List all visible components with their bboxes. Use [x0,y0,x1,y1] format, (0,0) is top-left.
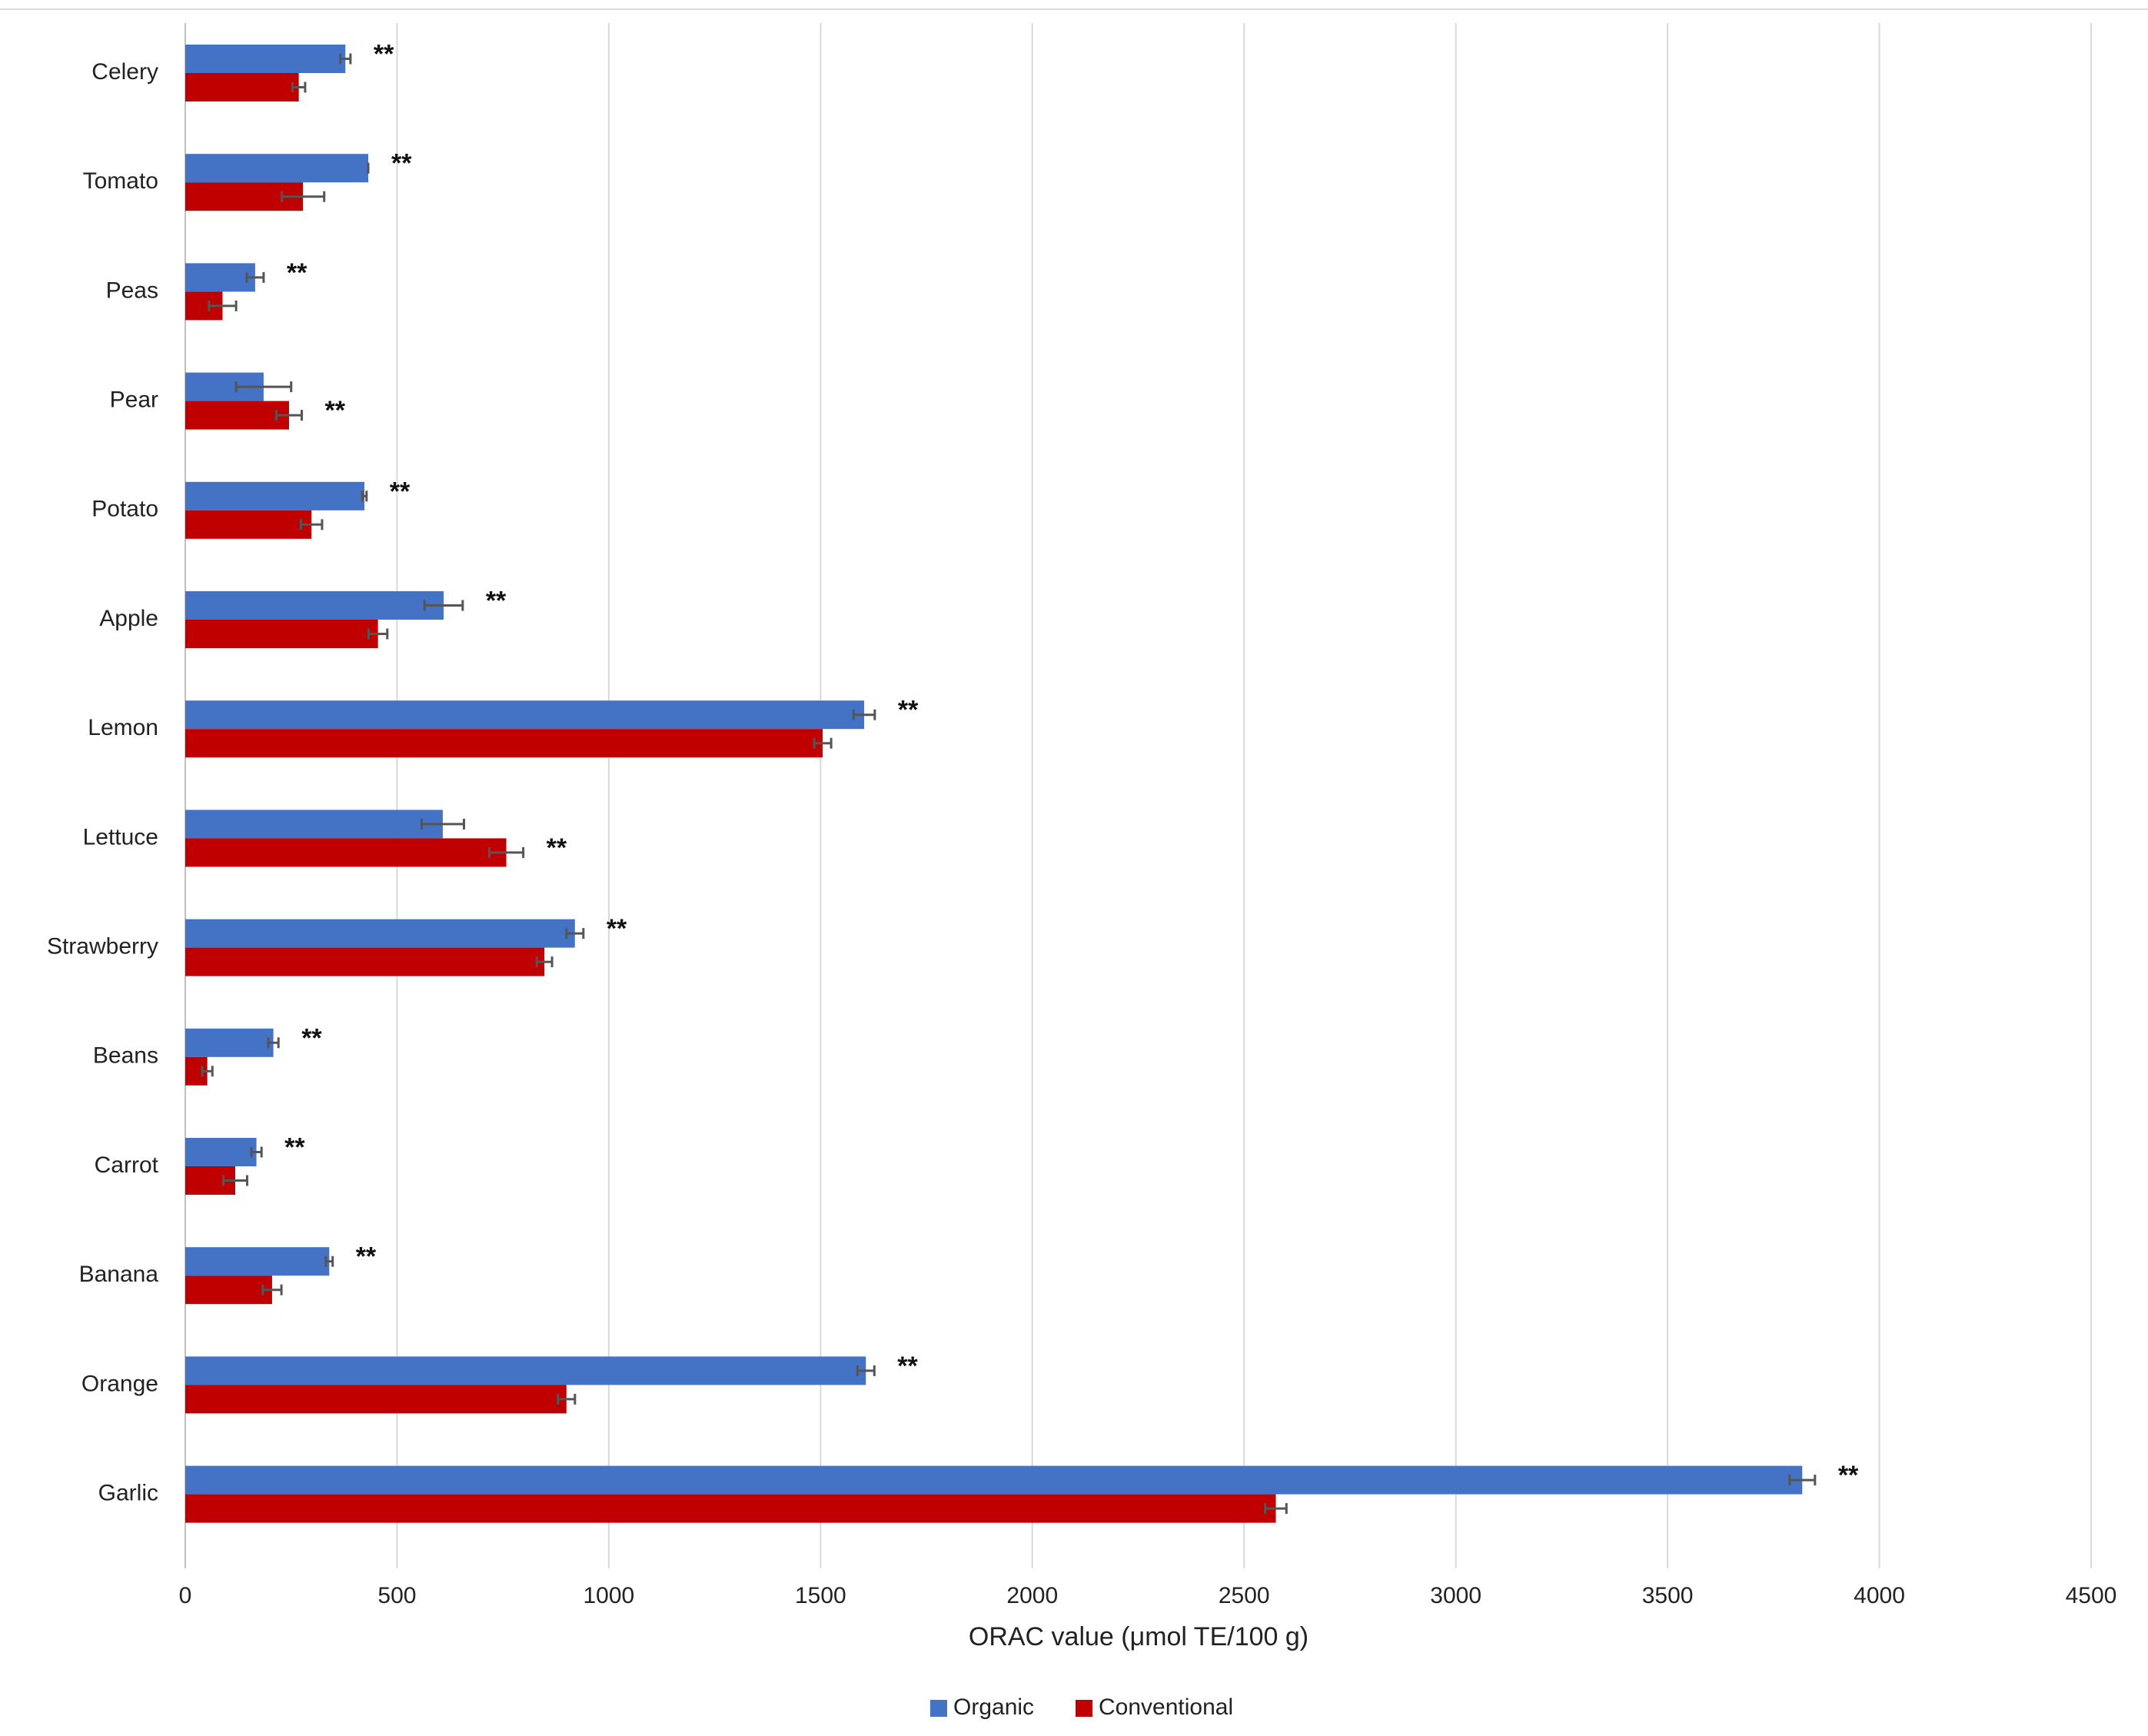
x-tick-labels: 0 500 1000 1500 2000 2500 3000 3500 4000 4500 [179,1583,2117,1608]
category-label: Apple [99,606,158,631]
bar-conventional-banana [185,1275,272,1305]
bar-organic-banana [185,1247,330,1276]
x-tick-label: 3000 [1430,1583,1481,1608]
significance-marker: ** [324,396,345,425]
significance-marker: ** [547,833,567,863]
category-label: Lemon [88,715,158,740]
bar-conventional-apple [185,620,378,648]
significance-marker: ** [390,477,411,506]
category-label: Pear [110,387,158,413]
bar-conventional-celery [185,73,299,101]
bar-conventional-lettuce [185,838,507,867]
bar-organic-celery [185,45,346,73]
significance-marker: ** [391,149,412,178]
bars [185,45,1803,1523]
significance-marker: ** [374,39,394,68]
significance-marker: ** [486,586,507,615]
x-tick-label: 2500 [1219,1583,1270,1608]
x-tick-label: 4000 [1854,1583,1905,1608]
x-tick-label: 0 [179,1583,192,1608]
x-tick-label: 500 [377,1583,416,1608]
bar-conventional-lemon [185,729,823,758]
significance-marker: ** [1838,1461,1859,1490]
legend-label-organic: Organic [953,1694,1034,1720]
bar-conventional-garlic [185,1494,1276,1523]
bar-organic-garlic [185,1465,1803,1495]
legend-swatch-conventional [1076,1700,1092,1717]
category-label: Lettuce [83,824,158,850]
significance-marker: ** [287,258,308,288]
x-tick-label: 1500 [795,1583,846,1608]
bar-organic-peas [185,263,255,292]
error-bars [201,53,1817,1515]
bar-conventional-pear [185,401,289,430]
category-label: Orange [81,1371,158,1396]
category-label: Banana [79,1262,159,1287]
bar-organic-tomato [185,154,368,183]
category-label: Peas [106,278,158,303]
bar-organic-strawberry [185,919,575,948]
significance-marker: ** [284,1132,305,1162]
bar-organic-orange [185,1356,866,1385]
x-axis-title: ORAC value (μmol TE/100 g) [969,1622,1308,1651]
category-label: Celery [91,59,158,85]
significance-marker: ** [898,696,919,725]
bar-conventional-potato [185,510,312,539]
category-label: Garlic [98,1481,158,1506]
x-tick-label: 3500 [1642,1583,1694,1608]
x-tick-label: 1000 [584,1583,635,1608]
bar-organic-lettuce [185,810,443,839]
gridlines [185,23,2092,1568]
category-label: Strawberry [47,934,158,959]
legend: Organic Conventional [930,1694,1233,1720]
bar-organic-carrot [185,1138,257,1166]
significance-marker: ** [356,1242,377,1272]
bar-organic-beans [185,1028,274,1057]
x-tick-label: 2000 [1006,1583,1058,1608]
significance-markers: ** ** ** ** ** ** ** ** ** ** ** ** ** ** [284,39,1859,1490]
category-label: Beans [93,1043,158,1069]
bar-organic-potato [185,481,365,510]
category-label: Potato [91,497,158,522]
bar-organic-apple [185,591,444,620]
category-label: Carrot [95,1152,159,1178]
bar-conventional-strawberry [185,947,545,976]
significance-marker: ** [301,1023,322,1053]
legend-label-conventional: Conventional [1099,1694,1233,1720]
significance-marker: ** [607,914,627,943]
category-label: Tomato [83,168,158,194]
significance-marker: ** [897,1352,918,1381]
legend-swatch-organic [930,1700,947,1717]
bar-conventional-orange [185,1385,567,1414]
category-labels: Celery Tomato Peas Pear Potato Apple Lemon Lett… [47,59,159,1506]
x-tick-label: 4500 [2066,1583,2117,1608]
bar-organic-lemon [185,700,865,730]
